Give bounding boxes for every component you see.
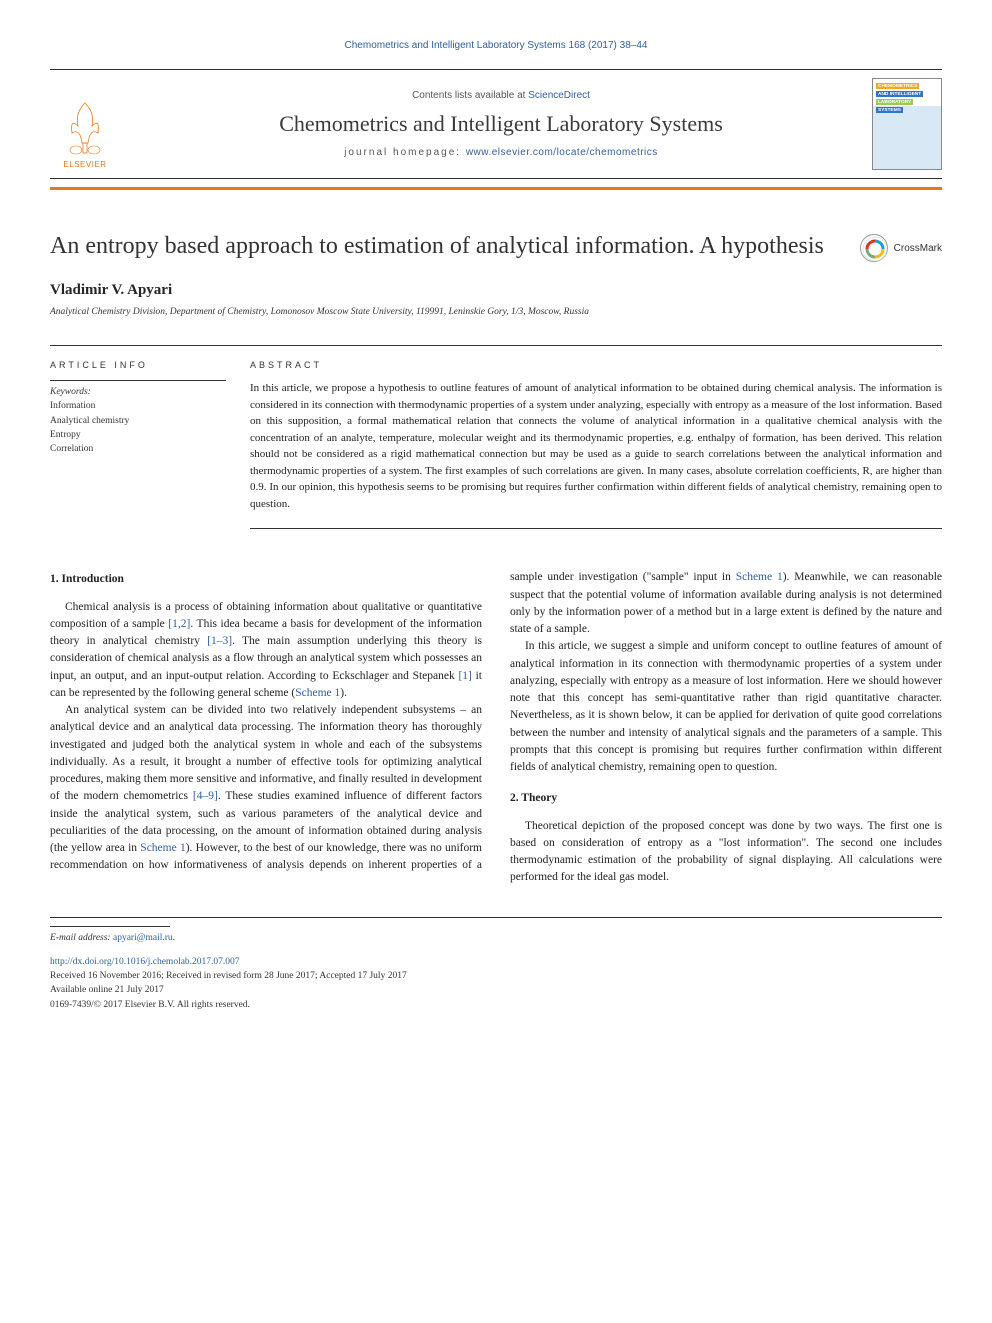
copyright-line: 0169-7439/© 2017 Elsevier B.V. All right… — [50, 998, 942, 1012]
keywords-label: Keywords: — [50, 387, 226, 397]
citation-link[interactable]: [1,2] — [168, 618, 190, 630]
author-name: Vladimir V. Apyari — [50, 282, 942, 299]
elsevier-tree-icon — [60, 98, 110, 158]
text-run: An analytical system can be divided into… — [50, 704, 482, 802]
theory-paragraph-1: Theoretical depiction of the proposed co… — [510, 818, 942, 887]
publisher-name: ELSEVIER — [63, 160, 106, 169]
cover-line-1: AND INTELLIGENT — [876, 91, 923, 97]
email-label: E-mail address: — [50, 933, 113, 943]
article-info-heading: ARTICLE INFO — [50, 360, 226, 370]
info-divider — [50, 380, 226, 381]
doi-link[interactable]: http://dx.doi.org/10.1016/j.chemolab.201… — [50, 957, 240, 967]
text-run: ). — [340, 687, 347, 699]
intro-paragraph-3: In this article, we suggest a simple and… — [510, 638, 942, 776]
keyword-item: Entropy — [50, 428, 226, 442]
journal-header: ELSEVIER Contents lists available at Sci… — [50, 69, 942, 179]
scheme-link[interactable]: Scheme 1 — [295, 687, 340, 699]
header-center: Contents lists available at ScienceDirec… — [130, 70, 872, 178]
section-heading-intro: 1. Introduction — [50, 571, 482, 588]
info-abstract-block: ARTICLE INFO Keywords: Information Analy… — [50, 345, 942, 529]
crossmark-widget[interactable]: CrossMark — [860, 234, 942, 262]
abstract-text: In this article, we propose a hypothesis… — [250, 380, 942, 512]
running-head: Chemometrics and Intelligent Laboratory … — [50, 40, 942, 51]
scheme-link[interactable]: Scheme 1 — [736, 571, 783, 583]
crossmark-label: CrossMark — [894, 243, 942, 254]
cover-line-0: CHEMOMETRICS — [876, 83, 919, 89]
online-line: Available online 21 July 2017 — [50, 983, 942, 997]
footer: E-mail address: apyari@mail.ru. http://d… — [50, 917, 942, 1012]
intro-paragraph-1: Chemical analysis is a process of obtain… — [50, 599, 482, 703]
page: Chemometrics and Intelligent Laboratory … — [0, 0, 992, 1042]
affiliation: Analytical Chemistry Division, Departmen… — [50, 307, 942, 317]
email-line: E-mail address: apyari@mail.ru. — [50, 931, 942, 945]
crossmark-icon — [860, 234, 888, 262]
title-row: An entropy based approach to estimation … — [50, 230, 942, 262]
history-line: Received 16 November 2016; Received in r… — [50, 969, 942, 983]
keyword-item: Information — [50, 399, 226, 413]
article-title: An entropy based approach to estimation … — [50, 230, 840, 262]
scheme-link[interactable]: Scheme 1 — [140, 842, 185, 854]
body-columns: 1. Introduction Chemical analysis is a p… — [50, 569, 942, 886]
keyword-item: Correlation — [50, 442, 226, 456]
footer-divider — [50, 926, 170, 927]
text-run: investigation ("sample" input in — [578, 571, 735, 583]
abstract: ABSTRACT In this article, we propose a h… — [250, 360, 942, 529]
contents-line: Contents lists available at ScienceDirec… — [130, 90, 872, 101]
abstract-heading: ABSTRACT — [250, 360, 942, 370]
sciencedirect-link[interactable]: ScienceDirect — [528, 90, 590, 101]
citation-link[interactable]: [4–9] — [193, 790, 218, 802]
elsevier-logo: ELSEVIER — [50, 79, 120, 169]
contents-prefix: Contents lists available at — [412, 90, 528, 101]
doi-line: http://dx.doi.org/10.1016/j.chemolab.201… — [50, 955, 942, 969]
journal-name: Chemometrics and Intelligent Laboratory … — [130, 111, 872, 137]
homepage-prefix: journal homepage: — [344, 147, 466, 158]
orange-divider — [50, 187, 942, 190]
cover-line-3: SYSTEMS — [876, 107, 903, 113]
citation-link[interactable]: [1–3] — [207, 635, 232, 647]
homepage-line: journal homepage: www.elsevier.com/locat… — [130, 147, 872, 158]
citation-link[interactable]: [1] — [458, 670, 471, 682]
section-heading-theory: 2. Theory — [510, 790, 942, 807]
email-link[interactable]: apyari@mail.ru — [113, 933, 173, 943]
keyword-item: Analytical chemistry — [50, 414, 226, 428]
cover-line-2: LABORATORY — [876, 99, 913, 105]
article-info: ARTICLE INFO Keywords: Information Analy… — [50, 360, 250, 529]
homepage-link[interactable]: www.elsevier.com/locate/chemometrics — [466, 147, 658, 158]
journal-cover-thumbnail: CHEMOMETRICS AND INTELLIGENT LABORATORY … — [872, 78, 942, 170]
